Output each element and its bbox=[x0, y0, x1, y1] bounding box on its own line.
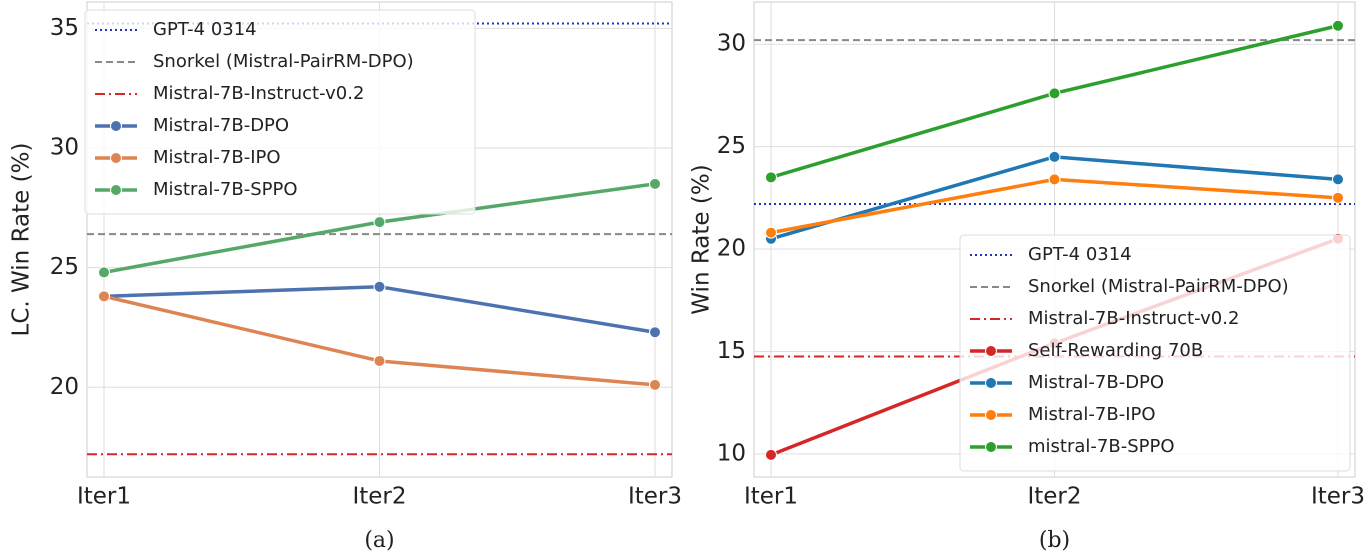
point bbox=[373, 216, 386, 229]
point bbox=[373, 354, 386, 367]
y-tick-label: 25 bbox=[50, 254, 79, 280]
point bbox=[765, 171, 777, 184]
legend-label: Mistral-7B-DPO bbox=[1028, 372, 1164, 393]
y-axis-label: Win Rate (%) bbox=[689, 164, 715, 314]
y-tick-label: 35 bbox=[50, 15, 79, 41]
legend-label: GPT-4 0314 bbox=[153, 19, 257, 40]
x-tick-label: Iter1 bbox=[77, 484, 131, 510]
legend-label: Mistral-7B-DPO bbox=[153, 115, 289, 136]
legend-label: mistral-7B-SPPO bbox=[1028, 436, 1175, 457]
point bbox=[765, 226, 777, 239]
y-tick-label: 10 bbox=[717, 440, 746, 466]
y-tick-label: 20 bbox=[717, 236, 746, 262]
point bbox=[1332, 19, 1344, 32]
legend-marker bbox=[985, 345, 997, 357]
point bbox=[649, 177, 661, 190]
point bbox=[649, 378, 661, 391]
legend-marker bbox=[110, 152, 122, 164]
y-tick-label: 30 bbox=[717, 31, 746, 57]
x-tick-label: Iter3 bbox=[628, 484, 682, 510]
y-tick-label: 25 bbox=[717, 133, 746, 159]
legend-label: GPT-4 0314 bbox=[1028, 244, 1132, 265]
legend-label: Mistral-7B-Instruct-v0.2 bbox=[153, 83, 364, 104]
legend-marker bbox=[985, 441, 997, 453]
legend-label: Mistral-7B-IPO bbox=[1028, 404, 1156, 425]
y-tick-label: 30 bbox=[50, 134, 79, 160]
legend-marker bbox=[985, 409, 997, 421]
legend-label: Mistral-7B-Instruct-v0.2 bbox=[1028, 308, 1239, 329]
point bbox=[1048, 87, 1061, 100]
x-tick-label: Iter2 bbox=[352, 484, 406, 510]
point bbox=[98, 290, 110, 303]
x-tick-label: Iter1 bbox=[744, 484, 798, 510]
legend-label: Self-Rewarding 70B bbox=[1028, 340, 1203, 361]
legend-marker bbox=[110, 120, 122, 132]
point bbox=[1048, 150, 1061, 163]
y-tick-label: 15 bbox=[717, 338, 746, 364]
x-tick-label: Iter3 bbox=[1311, 484, 1364, 510]
x-tick-label: Iter2 bbox=[1027, 484, 1081, 510]
legend-label: Mistral-7B-IPO bbox=[153, 147, 281, 168]
point bbox=[1332, 173, 1344, 186]
legend-label: Snorkel (Mistral-PairRM-DPO) bbox=[1028, 276, 1289, 297]
point bbox=[98, 266, 110, 279]
y-axis-label: LC. Win Rate (%) bbox=[9, 143, 35, 337]
legend-label: Mistral-7B-SPPO bbox=[153, 179, 298, 200]
point bbox=[373, 280, 386, 293]
caption: (b) bbox=[1039, 528, 1070, 553]
point bbox=[1332, 191, 1344, 204]
point bbox=[1048, 173, 1061, 186]
legend-marker bbox=[985, 377, 997, 389]
legend-label: Snorkel (Mistral-PairRM-DPO) bbox=[153, 51, 414, 72]
y-tick-label: 20 bbox=[50, 374, 79, 400]
legend-box bbox=[959, 234, 1351, 472]
point bbox=[765, 448, 777, 461]
point bbox=[649, 326, 661, 339]
caption: (a) bbox=[364, 528, 394, 553]
legend-box bbox=[84, 9, 476, 215]
legend-marker bbox=[110, 184, 122, 196]
